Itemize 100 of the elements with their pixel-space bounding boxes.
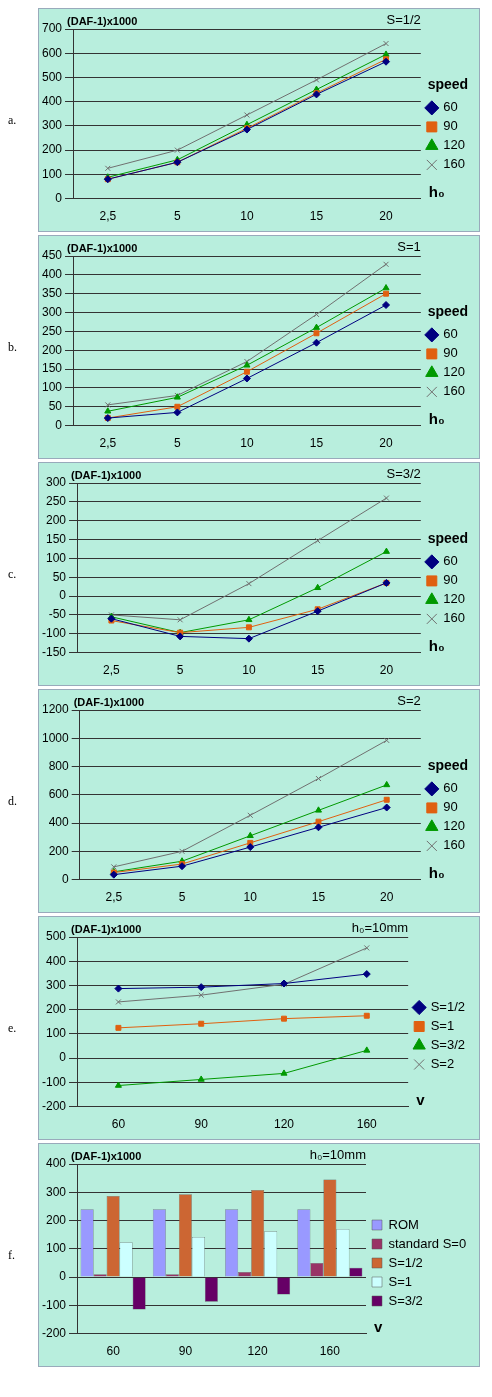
x-tick-label: 5 [176, 663, 184, 678]
x-axis-title: h₀ [428, 637, 445, 655]
legend-title: speed [427, 530, 469, 547]
y-tick-label: 0 [59, 1269, 67, 1284]
legend-label: 60 [443, 99, 458, 115]
x-tick-label: 60 [106, 1344, 121, 1359]
x-tick-label: 2,5 [99, 436, 117, 451]
y-tick-label: 0 [55, 190, 63, 205]
text: f. [8, 1247, 15, 1262]
y-tick-label: -200 [41, 1325, 67, 1340]
legend-label: S=1/2 [430, 999, 466, 1015]
x-tick-label: 15 [311, 890, 326, 905]
legend-label: 120 [443, 364, 466, 380]
y-tick-label: 400 [41, 94, 63, 108]
y-tick-label: 200 [45, 1002, 67, 1016]
y-tick-label: -100 [41, 626, 67, 641]
x-tick-label: 90 [178, 1344, 193, 1359]
y-axis-title: (DAF-1)x1000 [71, 1149, 142, 1162]
chart-title: h₀=10mm [351, 920, 409, 936]
y-tick-label: 200 [48, 843, 70, 858]
chart-title: S=2 [397, 693, 421, 709]
y-tick-label: 200 [45, 1212, 67, 1227]
y-tick-label: 150 [41, 361, 63, 376]
y-tick-label: 100 [45, 1026, 67, 1041]
x-tick-label: 20 [379, 663, 394, 678]
y-tick-label: 400 [41, 267, 63, 282]
y-tick-label: 450 [41, 248, 63, 263]
chart-title: h₀=10mm [309, 1147, 366, 1163]
x-tick-label: 15 [310, 663, 325, 678]
legend-label: S=3/2 [430, 1037, 466, 1053]
x-tick-label: 10 [242, 663, 256, 678]
y-axis-title: (DAF-1)x1000 [67, 14, 138, 27]
y-tick-label: -150 [41, 644, 67, 659]
x-tick-label: 60 [111, 1117, 126, 1132]
text: b. [8, 339, 17, 354]
x-tick-label: 10 [240, 436, 254, 451]
y-tick-label: 1200 [41, 702, 70, 717]
y-tick-label: 200 [41, 142, 63, 157]
chart-title: S=3/2 [386, 466, 421, 482]
y-tick-label: 300 [45, 475, 67, 490]
legend-label: standard S=0 [388, 1235, 467, 1251]
legend-label: 60 [443, 326, 458, 342]
y-tick-label: 0 [62, 871, 70, 886]
legend-label: ROM [388, 1216, 419, 1232]
y-tick-label: 100 [41, 380, 63, 395]
x-axis-title: h₀ [428, 864, 445, 882]
text: d. [8, 793, 17, 808]
x-tick-label: 160 [356, 1117, 378, 1132]
x-tick-label: 15 [309, 436, 324, 451]
legend-label: 160 [443, 610, 466, 626]
x-axis-title: h₀ [428, 410, 445, 428]
text: a. [8, 112, 17, 127]
x-tick-label: 5 [178, 890, 186, 905]
y-tick-label: 250 [41, 323, 63, 338]
y-tick-label: 200 [41, 342, 63, 357]
y-tick-label: 400 [45, 1156, 67, 1171]
x-tick-label: 120 [273, 1117, 295, 1132]
text: c. [8, 566, 17, 581]
y-tick-label: 0 [59, 1050, 67, 1065]
y-tick-label: 600 [41, 45, 63, 60]
y-tick-label: 350 [41, 286, 63, 300]
legend-label: S=2 [430, 1056, 455, 1072]
y-tick-label: 0 [55, 417, 63, 432]
chart-title: S=1 [397, 239, 421, 255]
y-tick-label: -200 [41, 1098, 67, 1113]
x-tick-label: 5 [174, 209, 182, 224]
legend-label: 90 [443, 345, 458, 361]
legend-label: S=1 [388, 1273, 412, 1289]
y-tick-label: 500 [41, 69, 63, 84]
y-tick-label: 50 [48, 399, 63, 414]
legend-label: 90 [443, 572, 458, 588]
y-tick-label: 100 [45, 1241, 67, 1256]
legend-label: 90 [443, 118, 458, 134]
y-tick-label: -100 [41, 1297, 67, 1312]
y-axis-title: (DAF-1)x1000 [71, 922, 142, 935]
x-tick-label: 120 [247, 1344, 268, 1359]
x-tick-label: 160 [319, 1344, 341, 1359]
x-tick-label: 20 [380, 890, 394, 905]
x-tick-label: 2,5 [105, 890, 123, 905]
x-tick-label: 90 [194, 1117, 209, 1132]
x-tick-label: 2,5 [103, 663, 121, 678]
y-tick-label: 400 [45, 953, 67, 968]
legend-label: 90 [443, 799, 458, 815]
y-tick-label: 50 [52, 569, 67, 584]
text: e. [8, 1020, 17, 1035]
y-tick-label: 600 [48, 787, 70, 802]
y-tick-label: 700 [41, 21, 63, 36]
y-tick-label: 1000 [41, 730, 70, 745]
legend-label: S=3/2 [388, 1292, 423, 1308]
y-axis-title: (DAF-1)x1000 [71, 468, 142, 481]
legend-label: 120 [443, 818, 466, 834]
legend-label: 120 [443, 137, 466, 153]
legend-title: speed [427, 757, 469, 774]
x-tick-label: 20 [379, 209, 394, 224]
y-tick-label: -50 [48, 607, 67, 622]
x-tick-label: 20 [379, 436, 394, 451]
x-tick-label: 10 [243, 890, 258, 905]
legend-label: S=1/2 [388, 1254, 423, 1270]
y-tick-label: 400 [48, 815, 70, 830]
legend-label: 60 [443, 553, 458, 569]
